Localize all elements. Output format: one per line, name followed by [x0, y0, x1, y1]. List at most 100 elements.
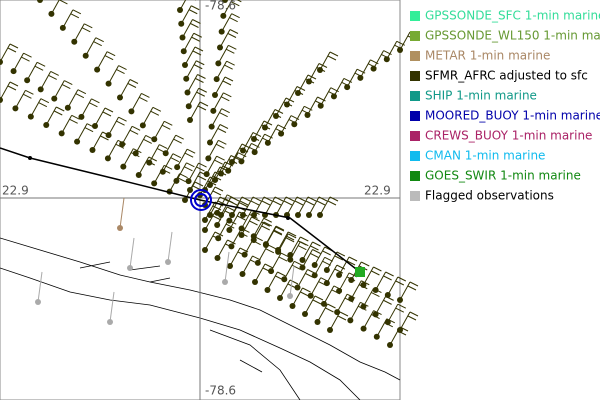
legend-label[interactable]: GPSSONDE_SFC 1-min marine: [425, 9, 600, 23]
barb-flag: [278, 256, 288, 262]
legend-label[interactable]: CMAN 1-min marine: [425, 149, 545, 163]
barb-flag: [216, 143, 225, 149]
barb-dot: [227, 263, 233, 269]
barb-dot: [71, 38, 78, 45]
barb-flag: [273, 230, 283, 236]
barb-staff: [292, 287, 303, 307]
barb-dot: [120, 163, 127, 170]
barb-dot: [207, 212, 213, 218]
barb-flag: [104, 107, 114, 113]
barb-flag: [173, 138, 182, 144]
legend-swatch[interactable]: [410, 91, 420, 101]
barb-flag: [241, 227, 250, 233]
barb-flag: [196, 91, 205, 97]
barb-staff: [363, 288, 374, 307]
barb-dot: [202, 217, 208, 223]
legend-label[interactable]: CREWS_BUOY 1-min marine: [425, 129, 592, 143]
legend-label[interactable]: GOES_SWIR 1-min marine: [425, 169, 581, 183]
barb-flag: [226, 206, 236, 212]
barb-flag: [346, 293, 356, 299]
legend-swatch[interactable]: [410, 11, 420, 21]
barb-dot: [10, 68, 17, 75]
barb-dot: [174, 164, 181, 171]
legend-label[interactable]: SFMR_AFRC adjusted to sfc: [425, 69, 588, 83]
barb-staff: [297, 196, 309, 216]
barb-dot: [323, 267, 330, 273]
legend-swatch[interactable]: [410, 71, 420, 81]
barb-dot: [207, 139, 213, 146]
barb-dot: [0, 97, 3, 103]
barb-dot: [348, 277, 355, 283]
barb-flag: [285, 237, 295, 243]
barb-flag: [336, 264, 346, 270]
legend-swatch[interactable]: [410, 111, 420, 121]
barb-dot: [372, 287, 379, 293]
barb-flag: [214, 231, 224, 237]
barb-staff: [254, 133, 266, 153]
barb-dot: [306, 212, 312, 218]
barb-dot: [360, 325, 367, 332]
barb-staff: [122, 148, 134, 167]
barb-flag: [198, 87, 207, 93]
barb-flag: [312, 299, 322, 305]
barb-flag: [129, 129, 139, 135]
barb-staff: [333, 78, 345, 97]
legend-swatch[interactable]: [410, 51, 420, 61]
barb-flag: [274, 196, 284, 202]
barb-staff: [336, 293, 348, 313]
barb-staff: [204, 211, 216, 231]
barb-dot: [222, 0, 228, 3]
barb-flag: [327, 200, 337, 206]
barb-flag: [261, 225, 270, 231]
barb-flag: [249, 220, 258, 226]
flagged-dot: [165, 259, 171, 265]
legend-label[interactable]: Flagged observations: [425, 189, 554, 203]
barb-flag: [164, 120, 173, 126]
barb-staff: [153, 165, 165, 184]
barb-flag: [329, 51, 339, 57]
barb-flag: [77, 89, 87, 95]
barb-staff: [375, 296, 387, 315]
barb-flag: [250, 200, 260, 206]
legend-swatch[interactable]: [410, 31, 420, 41]
legend-label[interactable]: GPSSONDE_WL150 1-min marine: [425, 29, 600, 43]
barb-dot: [212, 92, 218, 98]
barb-flag: [231, 13, 240, 19]
barb-flag: [289, 279, 299, 285]
legend-swatch[interactable]: [410, 151, 420, 161]
legend-swatch[interactable]: [410, 171, 420, 181]
barb-flag: [262, 267, 272, 273]
barb-staff: [254, 263, 266, 283]
barb-flag: [219, 124, 229, 129]
barb-staff: [50, 0, 60, 15]
barb-flag: [331, 289, 341, 295]
barb-dot: [59, 24, 66, 31]
barb-dot: [78, 113, 85, 120]
barb-flag: [212, 190, 222, 196]
barb-dot: [151, 180, 158, 187]
barb-dot: [187, 117, 193, 123]
barb-flag: [221, 108, 230, 114]
barb-flag: [70, 13, 80, 19]
legend-swatch[interactable]: [410, 131, 420, 141]
barb-staff: [350, 280, 362, 299]
legend-label[interactable]: MOORED_BUOY 1-min marine: [425, 109, 600, 123]
barb-staff: [319, 196, 331, 216]
barb-flag: [38, 102, 48, 108]
barb-flag: [150, 110, 160, 116]
barb-staff: [308, 196, 320, 216]
legend-swatch[interactable]: [410, 191, 420, 201]
barb-staff: [229, 247, 241, 267]
legend-label[interactable]: METAR 1-min marine: [425, 49, 550, 63]
legend: GPSSONDE_SFC 1-min marine GPSSONDE_WL150 …: [410, 9, 600, 203]
barb-flag: [106, 51, 116, 57]
barb-flag: [194, 64, 203, 70]
barb-dot: [252, 279, 258, 285]
barb-flag: [228, 200, 238, 206]
legend-label[interactable]: SHIP 1-min marine: [425, 89, 537, 103]
barb-staff: [230, 228, 242, 247]
barb-dot: [0, 59, 3, 65]
barb-staff: [179, 0, 187, 11]
barb-dot: [294, 284, 301, 291]
barb-staff: [387, 303, 399, 323]
